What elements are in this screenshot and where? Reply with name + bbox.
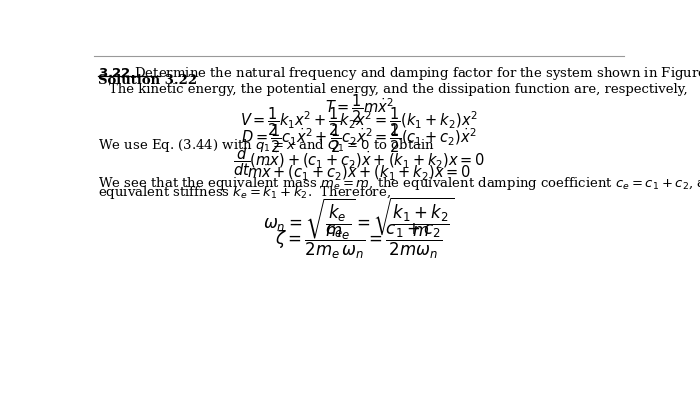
Text: We use Eq. (3.44) with $q_1 = x$ and $Q_1 = 0$ to obtain: We use Eq. (3.44) with $q_1 = x$ and $Q_… — [98, 136, 435, 154]
Text: Solution 3.22: Solution 3.22 — [98, 74, 197, 87]
Text: $m\ddot{x} + (c_1 + c_2)\dot{x} + (k_1 + k_2)x = 0$: $m\ddot{x} + (c_1 + c_2)\dot{x} + (k_1 +… — [246, 163, 471, 183]
Text: equivalent stiffness $k_e = k_1 + k_2$.  Therefore,: equivalent stiffness $k_e = k_1 + k_2$. … — [98, 184, 391, 201]
Text: $D = \dfrac{1}{2}c_1\dot{x}^2 + \dfrac{1}{2}c_2\dot{x}^2 = \dfrac{1}{2}(c_1 + c_: $D = \dfrac{1}{2}c_1\dot{x}^2 + \dfrac{1… — [241, 123, 477, 155]
Text: $\zeta = \dfrac{c_e}{2m_e\,\omega_n} = \dfrac{c_1 + c_2}{2m\omega_n}$: $\zeta = \dfrac{c_e}{2m_e\,\omega_n} = \… — [275, 221, 442, 260]
Text: The kinetic energy, the potential energy, and the dissipation function are, resp: The kinetic energy, the potential energy… — [109, 83, 688, 96]
Text: $\bf{3.22}$ Determine the natural frequency and damping factor for the system sh: $\bf{3.22}$ Determine the natural freque… — [98, 65, 700, 82]
Text: $\omega_n = \sqrt{\dfrac{k_e}{m_e}} = \sqrt{\dfrac{k_1 + k_2}{m}}$: $\omega_n = \sqrt{\dfrac{k_e}{m_e}} = \s… — [263, 195, 454, 242]
Text: We see that the equivalent mass $m_e = m$, the equivalent damping coefficient $c: We see that the equivalent mass $m_e = m… — [98, 175, 700, 192]
Text: $V = \dfrac{1}{2}k_1 x^2 + \dfrac{1}{2}k_2 x^2 = \dfrac{1}{2}(k_1 + k_2)x^2$: $V = \dfrac{1}{2}k_1 x^2 + \dfrac{1}{2}k… — [240, 106, 477, 139]
Text: $\dfrac{d}{dt}(m\dot{x}) + (c_1 + c_2)\dot{x} + (k_1 + k_2)x = 0$: $\dfrac{d}{dt}(m\dot{x}) + (c_1 + c_2)\d… — [232, 146, 485, 178]
Text: $T = \dfrac{1}{2}m\dot{x}^2$: $T = \dfrac{1}{2}m\dot{x}^2$ — [325, 93, 393, 125]
